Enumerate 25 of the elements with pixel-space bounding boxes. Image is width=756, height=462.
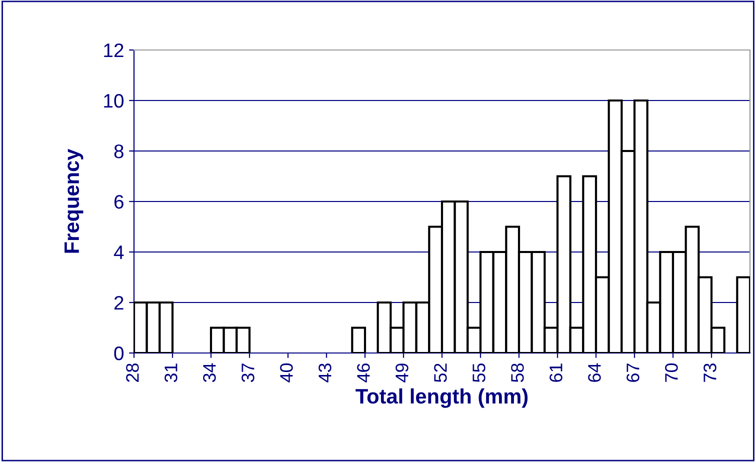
y-tick-label: 2 xyxy=(114,296,124,310)
x-axis-title: Total length (mm) xyxy=(356,388,528,408)
x-tick-label: 67 xyxy=(626,364,640,382)
x-tick-label: 46 xyxy=(357,364,370,382)
x-tick-label: 73 xyxy=(704,364,716,382)
x-tick-label: 64 xyxy=(588,363,601,382)
y-tick-label: 8 xyxy=(114,144,124,158)
x-tick-label: 61 xyxy=(550,364,562,382)
x-tick-label: 52 xyxy=(434,364,447,382)
y-tick-label: 6 xyxy=(114,194,124,209)
x-tick-label: 70 xyxy=(665,363,678,382)
y-tick-label: 4 xyxy=(114,246,124,260)
x-tick-label: 31 xyxy=(164,364,178,382)
y-tick-label: 10 xyxy=(104,94,124,108)
x-tick-label: 40 xyxy=(280,363,293,382)
x-tick-label: 34 xyxy=(203,363,216,382)
y-tick-label: 0 xyxy=(114,346,124,360)
x-tick-label: 43 xyxy=(318,364,332,382)
x-tick-label: 55 xyxy=(472,363,486,382)
x-tick-label: 28 xyxy=(126,364,139,382)
y-axis-title: Frequency xyxy=(64,148,84,253)
x-tick-label: 37 xyxy=(242,364,254,382)
x-tick-label: 49 xyxy=(396,364,408,382)
x-tick-label: 58 xyxy=(511,364,524,382)
y-tick-label: 12 xyxy=(104,43,124,58)
